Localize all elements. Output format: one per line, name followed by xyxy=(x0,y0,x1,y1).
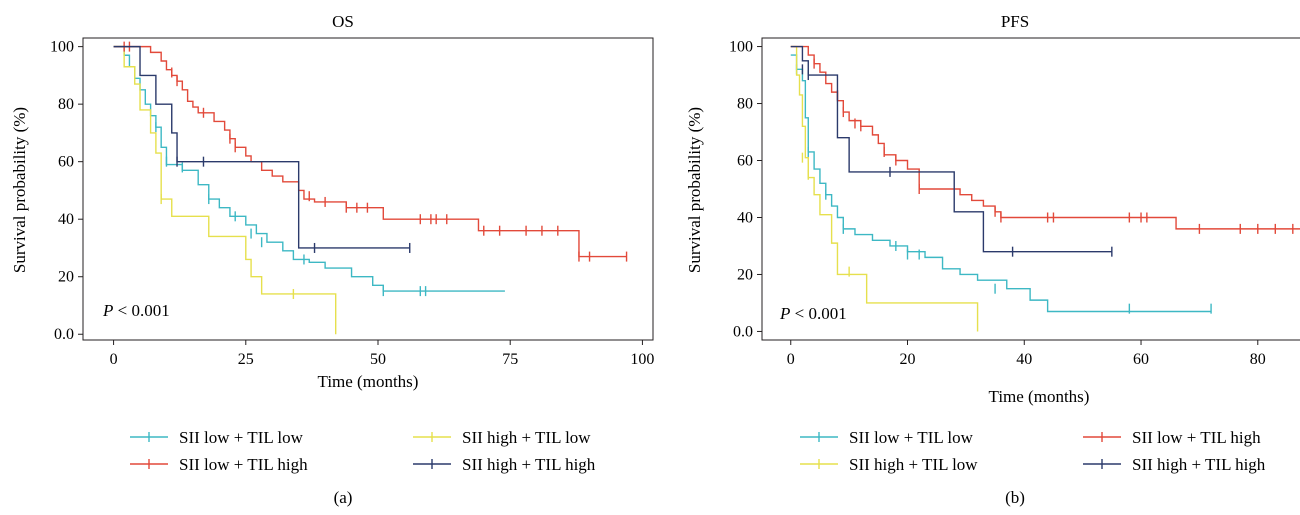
x-tick-label: 50 xyxy=(370,351,386,368)
p-value-label: P < 0.001 xyxy=(779,304,847,323)
survival-curve-line xyxy=(113,45,505,292)
y-tick-label: 40 xyxy=(58,211,74,228)
series-sii-low-til-low xyxy=(790,54,1212,314)
series-sii-high-til-low xyxy=(790,45,979,332)
legend-item-sii-high-til-high: SII high + TIL high xyxy=(413,455,596,474)
p-value-symbol: P xyxy=(779,304,790,323)
survival-curve-line xyxy=(790,45,979,332)
legend-label: SII high + TIL high xyxy=(1132,455,1266,474)
series-sii-low-til-low xyxy=(113,45,505,297)
legend: SII low + TIL low SII high + TIL low SII l… xyxy=(130,428,596,474)
x-tick-label: 60 xyxy=(1133,351,1149,368)
y-tick-label: 100 xyxy=(729,39,753,56)
survival-curves xyxy=(113,41,628,335)
plot-frame xyxy=(761,37,1300,341)
y-tick-label: 80 xyxy=(737,96,753,113)
chart-title: OS xyxy=(332,12,354,31)
x-tick-label: 100 xyxy=(630,351,654,368)
legend-label: SII high + TIL low xyxy=(462,428,591,447)
os-chart-panel: OS 0.0 20 40 60 80 100 0 25 50 75 100 P < 0.001 T… xyxy=(10,12,654,507)
legend-label: SII low + TIL high xyxy=(1132,428,1261,447)
legend-item-sii-low-til-high: SII low + TIL high xyxy=(1083,428,1261,447)
y-axis-label: Survival probability (%) xyxy=(10,107,29,273)
series-sii-high-til-high xyxy=(113,45,411,253)
y-tick-label: 80 xyxy=(58,96,74,113)
series-sii-high-til-low xyxy=(113,45,337,335)
legend-label: SII low + TIL high xyxy=(179,455,308,474)
series-sii-high-til-high xyxy=(790,45,1113,257)
y-axis-ticks: 0.0 20 40 60 80 100 xyxy=(729,39,762,340)
legend-label: SII low + TIL low xyxy=(179,428,304,447)
x-tick-label: 40 xyxy=(1016,351,1032,368)
y-tick-label: 0.0 xyxy=(54,326,74,343)
legend-label: SII high + TIL high xyxy=(462,455,596,474)
y-axis-label: Survival probability (%) xyxy=(685,107,704,273)
survival-curves xyxy=(790,45,1300,332)
y-axis-ticks: 0.0 20 40 60 80 100 xyxy=(50,39,83,343)
legend-item-sii-high-til-low: SII high + TIL low xyxy=(413,428,591,447)
x-tick-label: 20 xyxy=(900,351,916,368)
x-tick-label: 25 xyxy=(238,351,254,368)
pfs-chart-panel: PFS 0.0 20 40 60 80 100 0 20 40 60 80 P < 0.001 T… xyxy=(685,12,1300,507)
legend-item-sii-low-til-low: SII low + TIL low xyxy=(800,428,974,447)
legend: SII low + TIL low SII low + TIL high SII h… xyxy=(800,428,1266,474)
survival-curve-line xyxy=(113,45,410,249)
panel-label: (b) xyxy=(1005,488,1025,507)
series-sii-low-til-high xyxy=(790,45,1300,234)
survival-curve-line xyxy=(790,45,1112,253)
y-tick-label: 20 xyxy=(737,266,753,283)
x-tick-label: 80 xyxy=(1250,351,1266,368)
x-axis-ticks: 0 20 40 60 80 xyxy=(787,340,1266,368)
x-tick-label: 0 xyxy=(110,351,118,368)
y-tick-label: 40 xyxy=(737,209,753,226)
legend-item-sii-high-til-low: SII high + TIL low xyxy=(800,455,978,474)
p-value-symbol: P xyxy=(102,301,113,320)
chart-title: PFS xyxy=(1001,12,1029,31)
x-axis-label: Time (months) xyxy=(318,372,419,391)
survival-curve-line xyxy=(790,54,1212,313)
p-value-text: < 0.001 xyxy=(113,301,169,320)
series-sii-low-til-high xyxy=(113,41,628,262)
legend-label: SII low + TIL low xyxy=(849,428,974,447)
survival-curve-line xyxy=(113,45,627,258)
plot-frame xyxy=(82,37,654,341)
x-tick-label: 0 xyxy=(787,351,795,368)
survival-curve-line xyxy=(790,45,1300,230)
legend-label: SII high + TIL low xyxy=(849,455,978,474)
panel-label: (a) xyxy=(334,488,353,507)
x-axis-ticks: 0 25 50 75 100 xyxy=(110,340,654,368)
y-tick-label: 60 xyxy=(58,154,74,171)
y-tick-label: 0.0 xyxy=(733,323,753,340)
y-tick-label: 100 xyxy=(50,39,74,56)
legend-item-sii-high-til-high: SII high + TIL high xyxy=(1083,455,1266,474)
legend-item-sii-low-til-low: SII low + TIL low xyxy=(130,428,304,447)
y-tick-label: 20 xyxy=(58,269,74,286)
legend-item-sii-low-til-high: SII low + TIL high xyxy=(130,455,308,474)
x-axis-label: Time (months) xyxy=(989,387,1090,406)
p-value-label: P < 0.001 xyxy=(102,301,170,320)
x-tick-label: 75 xyxy=(502,351,518,368)
p-value-text: < 0.001 xyxy=(790,304,846,323)
y-tick-label: 60 xyxy=(737,153,753,170)
